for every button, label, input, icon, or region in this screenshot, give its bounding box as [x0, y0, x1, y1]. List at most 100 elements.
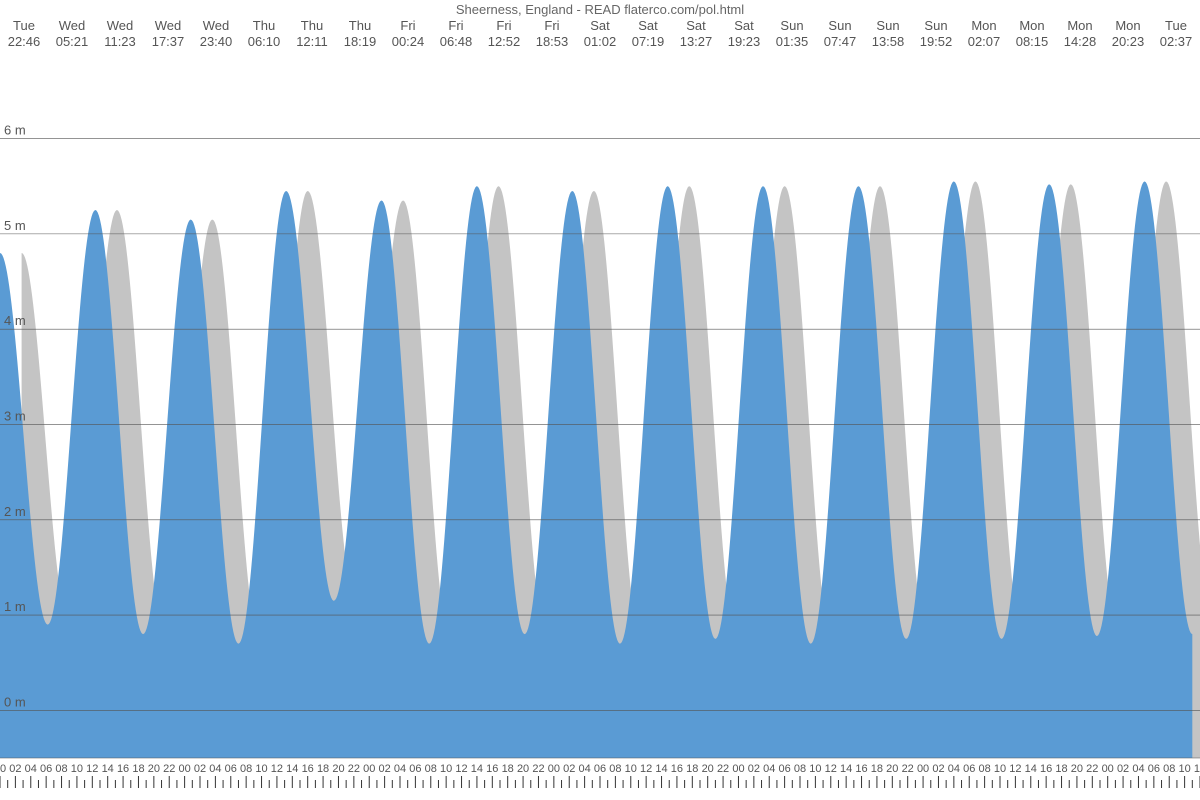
x-tick-label: 12 — [1009, 763, 1021, 775]
header-day: Fri — [544, 18, 559, 33]
x-tick-label: 16 — [302, 763, 314, 775]
x-tick-label: 18 — [871, 763, 883, 775]
header-time: 12:52 — [488, 34, 521, 49]
x-tick-label: 18 — [132, 763, 144, 775]
header-day: Sun — [876, 18, 899, 33]
x-tick-label: 12 — [455, 763, 467, 775]
x-tick-label: 10 — [440, 763, 452, 775]
y-tick-label: 3 m — [4, 408, 26, 423]
header-time: 17:37 — [152, 34, 185, 49]
header-time: 02:07 — [968, 34, 1001, 49]
header-time: 12:11 — [296, 34, 328, 49]
header-day: Tue — [1165, 18, 1187, 33]
x-tick-label: 16 — [855, 763, 867, 775]
x-tick-label: 08 — [609, 763, 621, 775]
header-day: Wed — [107, 18, 134, 33]
x-tick-label: 00 — [0, 763, 6, 775]
x-tick-label: 10 — [994, 763, 1006, 775]
y-tick-label: 5 m — [4, 218, 26, 233]
header-time: 19:23 — [728, 34, 761, 49]
x-tick-label: 14 — [471, 763, 483, 775]
header-time: 18:19 — [344, 34, 377, 49]
x-tick-label: 16 — [117, 763, 129, 775]
x-tick-label: 02 — [9, 763, 21, 775]
x-tick-label: 00 — [917, 763, 929, 775]
x-tick-label: 14 — [286, 763, 298, 775]
x-tick-label: 20 — [148, 763, 160, 775]
header-day: Sun — [828, 18, 851, 33]
x-tick-label: 06 — [409, 763, 421, 775]
x-tick-label: 00 — [1102, 763, 1114, 775]
tide-chart-svg: 0 m1 m2 m3 m4 m5 m6 mSheerness, England … — [0, 0, 1200, 800]
header-time: 06:10 — [248, 34, 281, 49]
x-tick-label: 06 — [1148, 763, 1160, 775]
x-tick-label: 20 — [517, 763, 529, 775]
x-tick-label: 06 — [40, 763, 52, 775]
header-day: Wed — [203, 18, 230, 33]
header-day: Fri — [448, 18, 463, 33]
x-tick-label: 08 — [425, 763, 437, 775]
x-tick-label: 18 — [1055, 763, 1067, 775]
x-tick-label: 10 — [1178, 763, 1190, 775]
x-tick-label: 04 — [1132, 763, 1144, 775]
y-tick-label: 0 m — [4, 694, 26, 709]
x-tick-label: 08 — [794, 763, 806, 775]
header-day: Mon — [1115, 18, 1140, 33]
x-tick-label: 10 — [255, 763, 267, 775]
header-day: Mon — [1067, 18, 1092, 33]
x-tick-label: 16 — [486, 763, 498, 775]
header-day: Thu — [253, 18, 275, 33]
x-tick-label: 22 — [1086, 763, 1098, 775]
x-tick-label: 14 — [102, 763, 114, 775]
x-tick-label: 08 — [1163, 763, 1175, 775]
x-tick-label: 22 — [902, 763, 914, 775]
x-tick-label: 00 — [178, 763, 190, 775]
x-tick-label: 10 — [809, 763, 821, 775]
x-tick-label: 10 — [71, 763, 83, 775]
header-time: 11:23 — [104, 34, 136, 49]
x-tick-label: 16 — [671, 763, 683, 775]
header-time: 19:52 — [920, 34, 953, 49]
x-tick-label: 02 — [932, 763, 944, 775]
header-day: Sat — [686, 18, 706, 33]
x-tick-label: 20 — [332, 763, 344, 775]
header-time: 06:48 — [440, 34, 473, 49]
header-day: Mon — [971, 18, 996, 33]
header-time: 22:46 — [8, 34, 41, 49]
header-time: 18:53 — [536, 34, 569, 49]
header-time: 00:24 — [392, 34, 425, 49]
header-time: 02:37 — [1160, 34, 1193, 49]
x-tick-label: 14 — [655, 763, 667, 775]
x-tick-label: 18 — [502, 763, 514, 775]
x-tick-label: 12 — [825, 763, 837, 775]
header-time: 08:15 — [1016, 34, 1049, 49]
chart-title: Sheerness, England - READ flaterco.com/p… — [456, 2, 744, 17]
x-tick-label: 22 — [348, 763, 360, 775]
header-day: Sun — [780, 18, 803, 33]
x-tick-label: 12 — [271, 763, 283, 775]
header-time: 05:21 — [56, 34, 89, 49]
header-time: 20:23 — [1112, 34, 1145, 49]
x-tick-label: 22 — [532, 763, 544, 775]
x-tick-label: 04 — [578, 763, 590, 775]
x-tick-label: 00 — [548, 763, 560, 775]
x-tick-label: 08 — [240, 763, 252, 775]
x-tick-label: 12 — [1194, 763, 1200, 775]
x-tick-label: 18 — [317, 763, 329, 775]
header-day: Wed — [59, 18, 86, 33]
header-day: Fri — [496, 18, 511, 33]
x-tick-label: 04 — [948, 763, 960, 775]
header-time: 23:40 — [200, 34, 233, 49]
x-tick-label: 04 — [25, 763, 37, 775]
x-tick-label: 02 — [563, 763, 575, 775]
x-tick-label: 08 — [55, 763, 67, 775]
x-tick-label: 18 — [686, 763, 698, 775]
tide-chart: 0 m1 m2 m3 m4 m5 m6 mSheerness, England … — [0, 0, 1200, 800]
header-day: Thu — [349, 18, 371, 33]
x-tick-label: 08 — [978, 763, 990, 775]
x-tick-label: 04 — [209, 763, 221, 775]
y-tick-label: 1 m — [4, 599, 26, 614]
x-tick-label: 00 — [732, 763, 744, 775]
header-time: 07:47 — [824, 34, 857, 49]
header-time: 01:35 — [776, 34, 809, 49]
